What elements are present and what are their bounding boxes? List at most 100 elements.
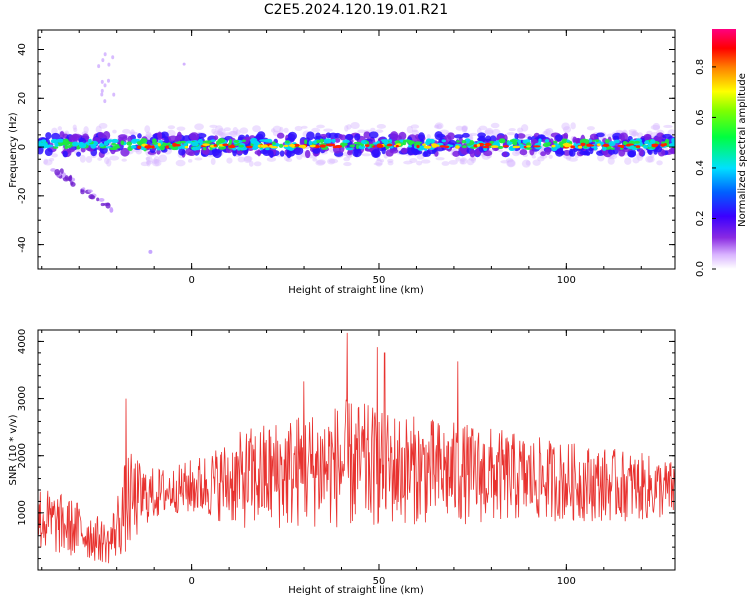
heatmap-cell xyxy=(73,127,78,133)
heatmap-cell xyxy=(170,145,179,151)
heatmap-cell xyxy=(459,159,465,165)
heatmap-cell xyxy=(151,158,158,164)
heatmap-cell xyxy=(186,140,193,144)
heatmap-cell xyxy=(604,139,610,144)
heatmap-cell xyxy=(62,177,70,182)
heatmap-cell xyxy=(517,127,524,133)
heatmap-cell xyxy=(632,130,637,137)
heatmap-cell xyxy=(99,143,104,146)
heatmap-cell xyxy=(363,131,371,139)
heatmap-cell xyxy=(423,145,432,149)
heatmap-cell xyxy=(111,142,117,146)
heatmap-cell xyxy=(51,153,58,158)
heatmap-cell xyxy=(148,249,153,254)
heatmap-cell xyxy=(361,141,368,145)
heatmap-cell xyxy=(233,139,240,144)
heatmap-cell xyxy=(62,138,69,144)
heatmap-cell xyxy=(59,131,65,140)
heatmap-cell xyxy=(182,62,186,66)
heatmap-cell xyxy=(389,131,399,141)
heatmap-cell xyxy=(111,138,119,144)
spec-x-tick-label: 50 xyxy=(373,275,386,286)
heatmap-cell xyxy=(151,142,159,145)
heatmap-cell xyxy=(545,127,554,136)
heatmap-cell xyxy=(435,144,440,147)
heatmap-cell xyxy=(342,139,350,144)
heatmap-cell xyxy=(285,140,290,144)
heatmap-cell xyxy=(165,145,169,149)
heatmap-cell xyxy=(415,150,423,155)
heatmap-cell xyxy=(469,149,476,158)
heatmap-cell xyxy=(153,155,160,164)
snr-x-tick-label: 50 xyxy=(373,576,386,587)
heatmap-cell xyxy=(509,139,518,143)
heatmap-cell xyxy=(357,129,366,134)
heatmap-cell xyxy=(109,155,120,161)
heatmap-cell xyxy=(555,134,563,142)
heatmap-cell xyxy=(270,146,278,149)
heatmap-cell xyxy=(591,145,596,149)
heatmap-cell xyxy=(521,124,529,132)
heatmap-cell xyxy=(57,126,63,131)
heatmap-cell xyxy=(372,145,376,148)
heatmap-cell xyxy=(639,141,643,147)
heatmap-cell xyxy=(140,161,150,167)
heatmap-cell xyxy=(222,143,229,147)
heatmap-cell xyxy=(312,157,318,162)
heatmap-cell xyxy=(311,144,316,147)
heatmap-cell xyxy=(476,143,481,147)
heatmap-cell xyxy=(319,144,326,148)
heatmap-cell xyxy=(238,144,244,148)
heatmap-cell xyxy=(217,138,226,143)
heatmap-cell xyxy=(650,124,661,130)
heatmap-cell xyxy=(621,147,631,153)
heatmap-cell xyxy=(239,127,249,134)
heatmap-cell xyxy=(376,143,382,147)
heatmap-cell xyxy=(212,149,222,159)
snr-x-label: Height of straight line (km) xyxy=(288,585,424,596)
heatmap-cell xyxy=(387,158,394,163)
heatmap-cell xyxy=(619,132,629,141)
heatmap-cell xyxy=(628,130,639,136)
heatmap-cell xyxy=(167,125,176,130)
heatmap-cell xyxy=(478,125,488,131)
heatmap-cell xyxy=(345,147,354,151)
spectrogram-y-label: Frequency (Hz) xyxy=(8,112,19,188)
heatmap-cell xyxy=(502,145,509,148)
heatmap-cell xyxy=(109,208,114,213)
colorbar-tick-label: 0.2 xyxy=(695,211,706,227)
heatmap-cell xyxy=(114,145,121,149)
heatmap-cell xyxy=(130,144,137,149)
heatmap-cell xyxy=(98,122,108,129)
heatmap-cell xyxy=(252,140,260,145)
heatmap-cell xyxy=(400,147,408,154)
heatmap-cell xyxy=(215,125,224,133)
heatmap-cell xyxy=(288,144,296,147)
heatmap-cell xyxy=(345,133,354,141)
heatmap-cell xyxy=(517,139,521,145)
heatmap-cell xyxy=(368,131,379,139)
heatmap-cell xyxy=(294,125,303,132)
heatmap-cell xyxy=(328,158,339,164)
heatmap-cell xyxy=(498,149,503,153)
spec-y-tick-label: -20 xyxy=(17,188,28,204)
heatmap-cell xyxy=(343,151,348,157)
heatmap-cell xyxy=(482,145,490,149)
heatmap-cell xyxy=(319,138,325,144)
heatmap-cell xyxy=(316,124,325,129)
heatmap-cell xyxy=(158,154,168,163)
heatmap-cell xyxy=(157,142,161,147)
heatmap-cell xyxy=(663,124,673,128)
heatmap-cell xyxy=(43,158,48,165)
heatmap-cell xyxy=(180,140,186,144)
heatmap-cell xyxy=(311,127,321,133)
heatmap-cell xyxy=(327,158,336,165)
heatmap-cell xyxy=(112,129,117,134)
heatmap-cell xyxy=(64,144,69,150)
heatmap-cell xyxy=(353,141,361,145)
heatmap-cell xyxy=(606,133,614,138)
heatmap-cell xyxy=(217,128,226,136)
heatmap-cell xyxy=(112,92,116,97)
heatmap-cell xyxy=(72,124,77,130)
